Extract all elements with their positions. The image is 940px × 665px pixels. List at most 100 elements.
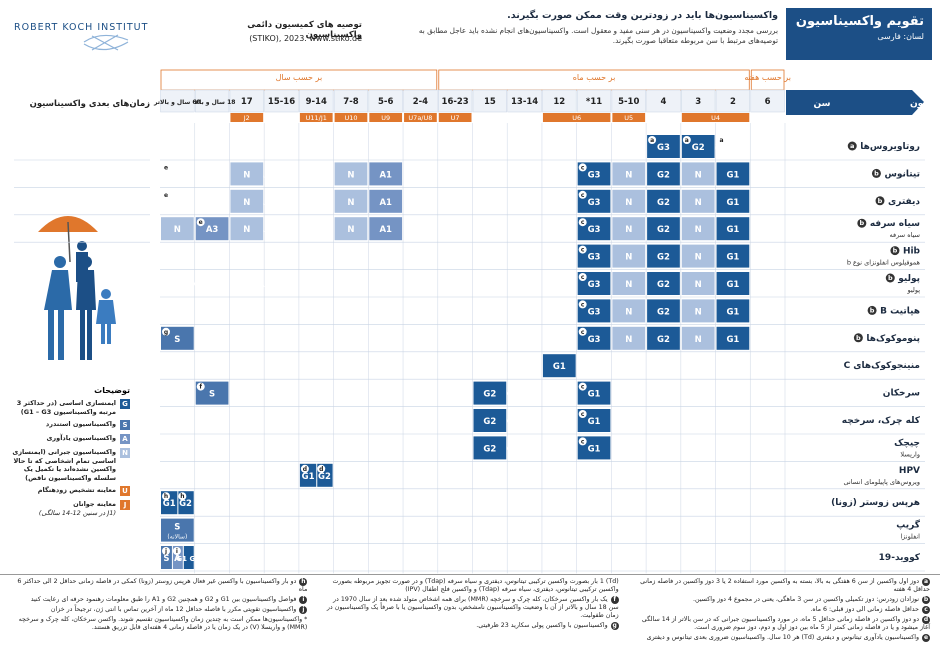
cell-label: G1 xyxy=(163,499,176,509)
column-header: 17 xyxy=(241,97,253,107)
legend-text-wrap: معاینه جوانان (J1 در سنین 12-14 سالگی) xyxy=(12,500,116,517)
footnote-text: نوزادان زودرس: دوز تکمیلی واکسین در سن 3… xyxy=(692,596,919,603)
row-sub: واریسلا xyxy=(900,450,920,458)
footnote: (Td) 1 بار بصورت واکسین ترکیبی تیتانوس، … xyxy=(321,578,618,594)
note-badge xyxy=(857,218,867,228)
cell-note: c xyxy=(581,192,585,199)
column-header-cell xyxy=(611,89,646,113)
checkup-label: U5 xyxy=(624,114,633,122)
column-header-cell xyxy=(403,89,438,113)
org-logo: ROBERT KOCH INSTITUT xyxy=(14,22,149,33)
cell-label: G2 xyxy=(483,444,496,454)
schedule-cell xyxy=(612,272,646,295)
note-badge xyxy=(178,492,187,501)
note-badge xyxy=(162,327,170,336)
cell-label: G3 xyxy=(588,170,601,180)
cell-label: A1 xyxy=(379,198,392,208)
footnote-text: واکسیناسیون تقویتی مکرر با فاصله حداقل 1… xyxy=(50,606,297,613)
cell-label: G1 xyxy=(553,362,566,372)
family-illustration xyxy=(38,216,116,360)
column-header: 12 xyxy=(553,97,565,107)
row-name: کله چرک، سرخچه xyxy=(842,416,921,426)
cell-label: A xyxy=(157,198,164,208)
cell-label: G1 xyxy=(726,225,739,235)
column-header: 5-10 xyxy=(618,97,639,107)
legend-item: G ایمنسازی اساسی (در حداکثر 3 مرتبه واکسی… xyxy=(12,399,130,416)
column-header-cell xyxy=(542,89,577,113)
schedule-cell xyxy=(716,189,750,213)
schedule-cell xyxy=(612,162,646,186)
legend-sub: (J1 در سنین 12-14 سالگی) xyxy=(38,508,116,517)
note-badge xyxy=(162,492,170,501)
cell-note: c xyxy=(581,438,585,445)
column-header: 18 سال و بالاتر xyxy=(188,99,236,106)
column-header: 15 xyxy=(484,97,496,107)
footnote-text: دوز اول واکسین از سن 6 هفتگی به بالا، بس… xyxy=(640,578,930,593)
cell-label: N xyxy=(625,170,632,180)
cell-note: g xyxy=(164,329,168,336)
cell-label: S xyxy=(163,554,169,564)
cell-note: c xyxy=(581,247,585,254)
legend-text: واکسیناسیون جبرانی (ایمنسازی اساسی تمام … xyxy=(12,448,116,482)
column-header-cell xyxy=(160,89,195,113)
legend-item: J معاینه جوانان (J1 در سنین 12-14 سالگی) xyxy=(12,500,130,517)
checkup-box xyxy=(230,113,264,122)
row-note: b xyxy=(878,197,883,205)
cell-label: G3 xyxy=(588,280,601,290)
cell-label: N xyxy=(625,335,632,345)
footnote-letter: d xyxy=(922,616,930,624)
cell-label: G2 xyxy=(657,198,670,208)
row-name: سیاه سرفه xyxy=(870,219,920,229)
schedule-cell xyxy=(647,326,680,350)
row-sub: ویروس‌های پاپیلومای انسانی xyxy=(844,478,920,486)
cell-label: N xyxy=(504,417,511,427)
schedule-cell xyxy=(681,326,715,350)
legend-swatch: G xyxy=(120,399,130,409)
cell-label: A1 xyxy=(379,170,392,180)
note-badge xyxy=(300,464,309,473)
footnote-text: فواصل واکسیناسیون بین G1 و G2 و همچنین G… xyxy=(30,596,297,603)
column-header: 13-14 xyxy=(511,97,538,107)
cell-label: N xyxy=(35,335,42,345)
schedule-cell xyxy=(542,354,576,378)
schedule-cell xyxy=(716,162,750,186)
schedule-cell xyxy=(612,189,646,213)
cell-label: G2 xyxy=(657,307,670,317)
checkup-box xyxy=(612,113,646,122)
row-name: پنوموکوک‌ها xyxy=(866,334,920,344)
row-sub: انفلونزا xyxy=(900,533,920,541)
note-badge xyxy=(578,327,587,336)
schedule-cell xyxy=(369,217,403,241)
cell-label: G1 xyxy=(709,143,722,153)
group-label: بر حسب سال xyxy=(276,73,323,82)
cell-label: G1 xyxy=(726,170,739,180)
language: لسان: فارسی xyxy=(877,32,924,41)
row-note: b xyxy=(856,334,861,342)
row-name: هرپس زوستر (زونا) xyxy=(831,498,920,508)
row-note: a xyxy=(850,142,854,150)
cell-label: N xyxy=(695,198,702,208)
cell-label: G1 xyxy=(726,307,739,317)
cell-label: N xyxy=(139,390,146,400)
footnote-column: aدوز اول واکسین از سن 6 هفتگی به بالا، ب… xyxy=(633,578,930,662)
header-band xyxy=(786,90,924,115)
cell-label: G3 xyxy=(588,335,601,345)
group-label: بر حسب هفته xyxy=(744,73,791,82)
legend-swatch: N xyxy=(120,448,130,458)
schedule-cell xyxy=(647,244,680,268)
cell-label: N xyxy=(347,225,354,235)
cell-note: e xyxy=(164,164,168,171)
cell-note: a xyxy=(720,137,724,144)
cell-label: G1 G2 xyxy=(176,555,200,563)
checkup-box xyxy=(404,113,437,122)
row-name: گریپ xyxy=(896,519,921,531)
cell-label: N xyxy=(625,253,632,263)
footnote-letter: g xyxy=(610,622,619,630)
row-note: b xyxy=(888,274,893,282)
source-title: توصیه های کمیسیون دائمی واکسیناسیون xyxy=(247,20,362,40)
title-box: تقویم واکسیناسیون لسان: فارسی xyxy=(786,8,932,60)
column-header-cell xyxy=(333,89,369,113)
legend-text: معاینه تشخیص زودهنگام xyxy=(37,486,116,494)
column-header: 4 xyxy=(661,97,667,107)
row-name: HPV xyxy=(899,466,920,476)
